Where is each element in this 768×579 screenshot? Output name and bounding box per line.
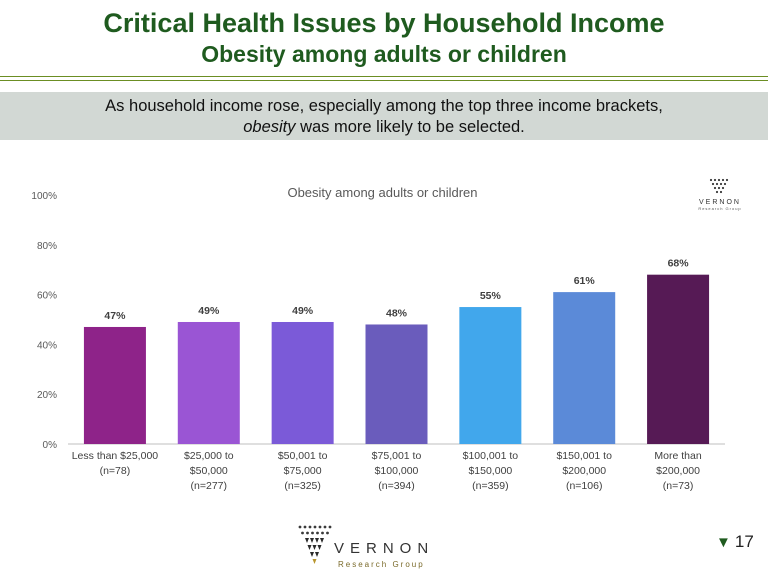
bar	[365, 324, 428, 444]
x-tick-label-line: $75,001 to	[372, 450, 422, 462]
data-label: 55%	[480, 290, 502, 302]
x-tick-label-line: $100,000	[375, 465, 419, 477]
x-tick-label-line: $75,000	[284, 465, 322, 477]
title-rule-bottom	[0, 80, 768, 81]
x-tick-label-line: (n=277)	[191, 480, 227, 492]
chart-title: Obesity among adults or children	[287, 185, 477, 200]
slide-title: Critical Health Issues by Household Inco…	[103, 8, 665, 38]
bar	[647, 274, 710, 444]
vernon-logo-footer: VERNON Research Group	[296, 522, 466, 572]
vernon-logo-small-name: VERNON	[699, 199, 741, 206]
data-label: 68%	[668, 258, 690, 270]
x-tick-label-line: Less than $25,000	[72, 450, 159, 462]
bar-chart: Obesity among adults or children 0% 20% 40%…	[31, 185, 725, 492]
callout-line-1: As household income rose, especially amo…	[105, 97, 663, 115]
bar	[177, 321, 240, 444]
bar	[459, 307, 522, 444]
x-tick-label-line: $25,000 to	[184, 450, 234, 462]
x-tick-label-line: (n=359)	[472, 480, 508, 492]
y-tick-label: 80%	[37, 241, 57, 252]
data-label: 48%	[386, 307, 408, 319]
y-tick-label: 20%	[37, 390, 57, 401]
vernon-logo-footer-sub: Research Group	[338, 560, 425, 569]
title-rule-top	[0, 76, 768, 77]
vernon-logo-small-sub: Research Group	[698, 206, 742, 211]
x-tick-label-line: $200,000	[656, 465, 700, 477]
x-tick-label: $25,000 to $50,000 (n=277)	[184, 450, 234, 492]
page-number: ▼ 17	[716, 532, 754, 552]
x-tick-label-line: (n=78)	[100, 465, 131, 477]
callout-line-2: obesity was more likely to be selected.	[0, 117, 768, 138]
x-tick-label-line: $150,000	[468, 465, 512, 477]
x-tick-label-line: (n=325)	[284, 480, 320, 492]
x-tick-label: $75,001 to $100,000 (n=394)	[372, 450, 422, 492]
bar	[83, 326, 146, 444]
vernon-logo-small-icon	[709, 178, 729, 194]
triangle-down-icon: ▼	[716, 534, 731, 551]
x-tick-label-line: $150,001 to	[556, 450, 612, 462]
x-tick-label: Less than $25,000 (n=78)	[72, 450, 159, 477]
data-label: 49%	[292, 305, 314, 317]
x-tick-label: More than $200,000 (n=73)	[654, 450, 701, 492]
callout-box: As household income rose, especially amo…	[0, 92, 768, 140]
bar	[553, 292, 616, 444]
x-tick-label-line: $200,000	[562, 465, 606, 477]
y-tick-label: 60%	[37, 291, 57, 302]
x-tick-label-line: (n=394)	[378, 480, 414, 492]
y-tick-label: 0%	[43, 440, 58, 451]
x-tick-label: $100,001 to $150,000 (n=359)	[463, 450, 519, 492]
x-tick-label-line: $50,000	[190, 465, 228, 477]
x-tick-label-line: (n=106)	[566, 480, 602, 492]
x-tick-label-line: $50,001 to	[278, 450, 328, 462]
bar	[271, 321, 334, 444]
vernon-logo-small: VERNON Research Group	[690, 178, 750, 211]
callout-line-2-rest: was more likely to be selected.	[295, 118, 525, 136]
x-tick-label-line: (n=73)	[663, 480, 694, 492]
x-tick-label-line: $100,001 to	[463, 450, 519, 462]
vernon-logo-footer-name: VERNON	[334, 540, 435, 557]
slide-subtitle: Obesity among adults or children	[201, 41, 567, 67]
x-tick-label: $150,001 to $200,000 (n=106)	[556, 450, 612, 492]
callout-emphasis: obesity	[243, 118, 296, 136]
data-label: 47%	[104, 310, 126, 322]
y-tick-label: 40%	[37, 340, 57, 351]
x-tick-label: $50,001 to $75,000 (n=325)	[278, 450, 328, 492]
y-tick-label: 100%	[31, 191, 57, 202]
data-label: 61%	[574, 275, 596, 287]
x-tick-label-line: More than	[654, 450, 701, 462]
page-number-value: 17	[734, 532, 754, 551]
data-label: 49%	[198, 305, 220, 317]
vernon-logo-footer-icon	[298, 525, 332, 564]
